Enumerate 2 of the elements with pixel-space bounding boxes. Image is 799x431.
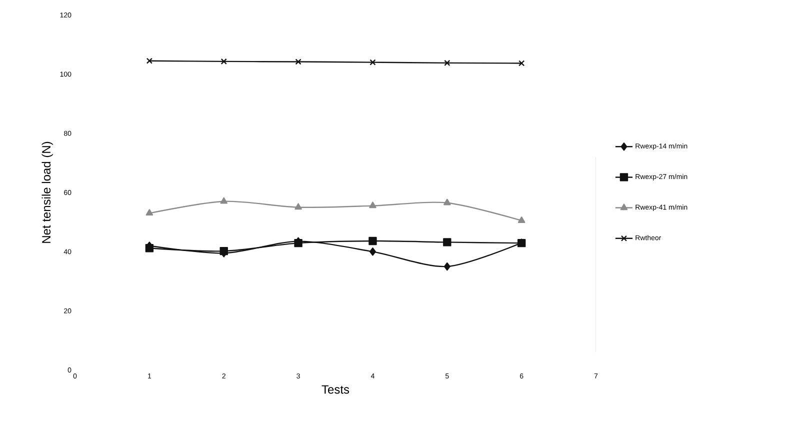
y-axis-title: Net tensile load (N) — [42, 142, 53, 243]
x-axis-title: Tests — [322, 385, 350, 394]
